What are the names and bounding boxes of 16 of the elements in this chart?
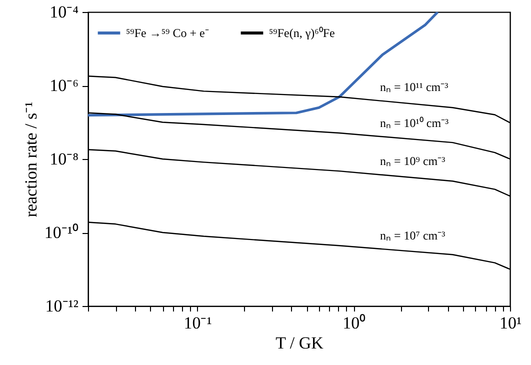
x-tick-label: 10⁰ (342, 314, 366, 332)
annotation: nₙ = 10⁹ cm⁻³ (380, 154, 446, 168)
annotation: nₙ = 10¹¹ cm⁻³ (380, 80, 449, 94)
y-tick-label: 10⁻⁶ (50, 76, 79, 95)
x-tick-label: 10⁻¹ (184, 314, 212, 332)
y-tick-label: 10⁻⁴ (50, 2, 79, 22)
legend-label: ⁵⁹Fe(n, γ)⁶⁰Fe (269, 26, 335, 40)
y-tick-label: 10⁻¹² (45, 296, 78, 316)
y-tick-label: 10⁻¹⁰ (44, 223, 78, 242)
legend-label: ⁵⁹Fe →⁵⁹ Co + e⁻ (126, 26, 209, 40)
x-tick-label: 10¹ (499, 314, 522, 332)
y-axis-title: reaction rate / s⁻¹ (21, 102, 40, 218)
x-axis-title: T / GK (276, 334, 324, 352)
y-tick-label: 10⁻⁸ (50, 150, 79, 168)
annotation: nₙ = 10¹⁰ cm⁻³ (380, 116, 450, 130)
annotation: nₙ = 10⁷ cm⁻³ (380, 228, 446, 243)
